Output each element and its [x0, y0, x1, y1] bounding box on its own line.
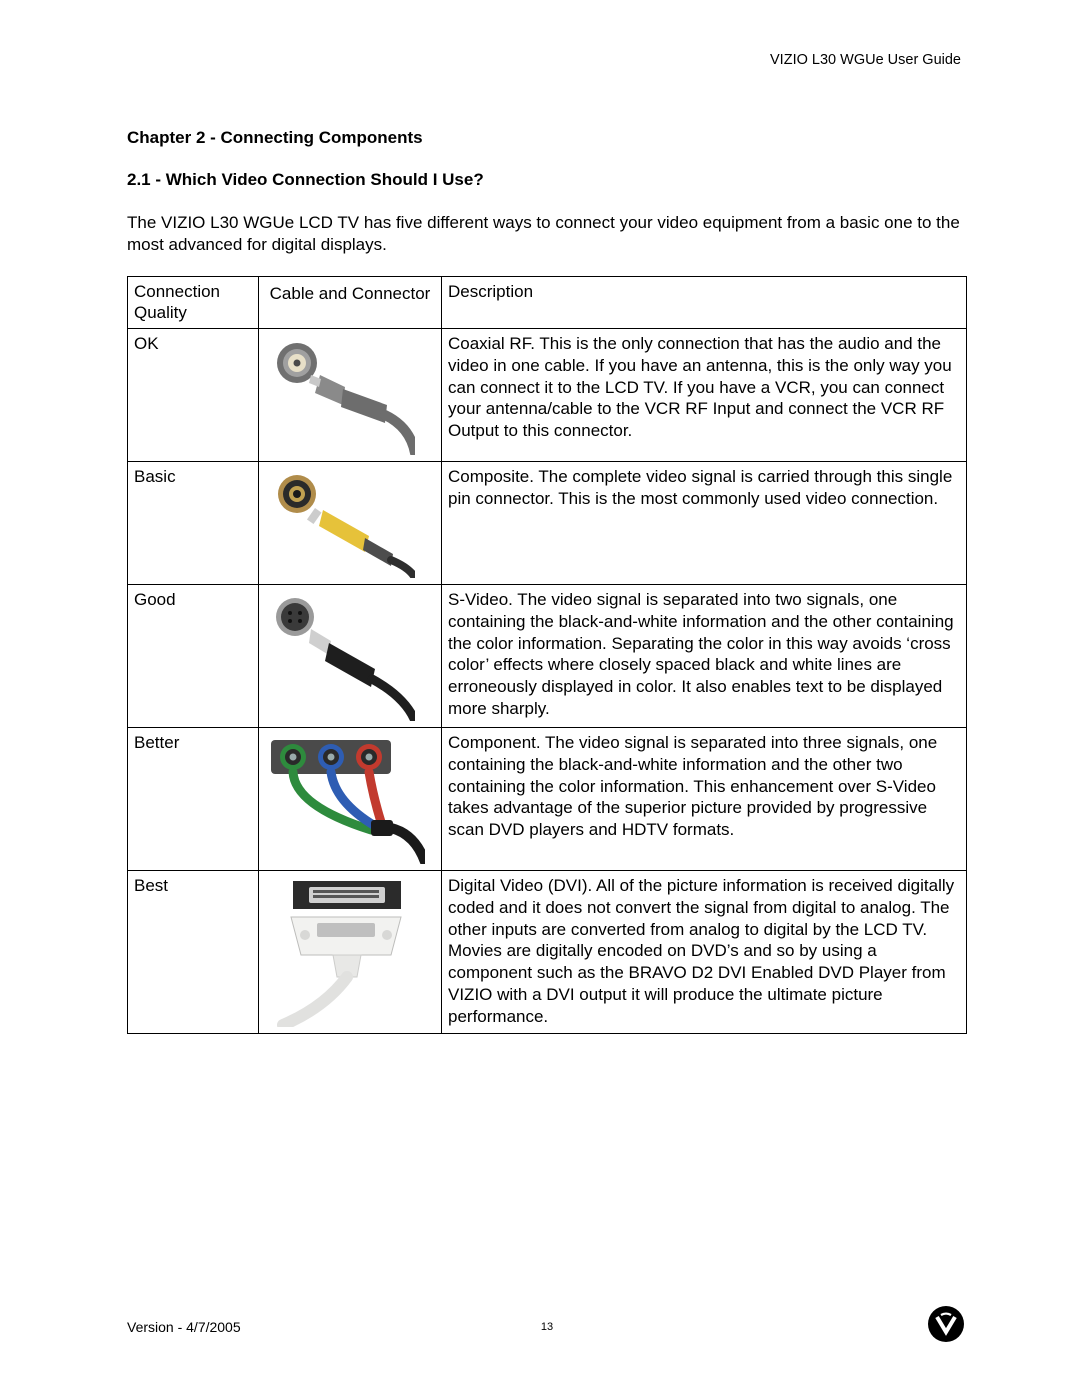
header-description: Description — [442, 276, 967, 329]
connection-table: Connection Quality Cable and Connector D… — [127, 276, 967, 1035]
svideo-connector-icon — [265, 591, 415, 721]
cell-quality: OK — [128, 329, 259, 462]
cell-cable-svideo — [259, 585, 442, 728]
table-row: Basic Composite. Th — [128, 462, 967, 585]
intro-paragraph: The VIZIO L30 WGUe LCD TV has five diffe… — [127, 212, 967, 256]
section-title: 2.1 - Which Video Connection Should I Us… — [127, 170, 967, 190]
header-quality: Connection Quality — [128, 276, 259, 329]
cell-cable-dvi — [259, 871, 442, 1034]
table-row: Better — [128, 728, 967, 871]
table-row: Good S-Video. The v — [128, 585, 967, 728]
header-cable: Cable and Connector — [259, 276, 442, 329]
cell-description: Composite. The complete video signal is … — [442, 462, 967, 585]
composite-connector-icon — [265, 468, 415, 578]
cell-cable-composite — [259, 462, 442, 585]
component-connector-icon — [265, 734, 425, 864]
page-footer: Version - 4/7/2005 13 — [127, 1303, 967, 1343]
footer-version: Version - 4/7/2005 — [127, 1319, 241, 1335]
cell-cable-component — [259, 728, 442, 871]
cell-quality: Best — [128, 871, 259, 1034]
header-guide-title: VIZIO L30 WGUe User Guide — [127, 52, 961, 68]
table-row: Best — [128, 871, 967, 1034]
cell-description: Coaxial RF. This is the only connection … — [442, 329, 967, 462]
footer-page-number: 13 — [541, 1321, 553, 1333]
table-row: OK Coaxial RF. This is the onl — [128, 329, 967, 462]
table-header-row: Connection Quality Cable and Connector D… — [128, 276, 967, 329]
cell-quality: Better — [128, 728, 259, 871]
page: VIZIO L30 WGUe User Guide Chapter 2 - Co… — [0, 0, 1080, 1397]
chapter-title: Chapter 2 - Connecting Components — [127, 128, 967, 148]
cell-quality: Basic — [128, 462, 259, 585]
dvi-connector-icon — [265, 877, 425, 1027]
brand-logo-icon — [927, 1305, 965, 1343]
cell-description: Digital Video (DVI). All of the picture … — [442, 871, 967, 1034]
cell-description: S-Video. The video signal is separated i… — [442, 585, 967, 728]
coax-connector-icon — [265, 335, 415, 455]
cell-description: Component. The video signal is separated… — [442, 728, 967, 871]
cell-cable-coax — [259, 329, 442, 462]
cell-quality: Good — [128, 585, 259, 728]
